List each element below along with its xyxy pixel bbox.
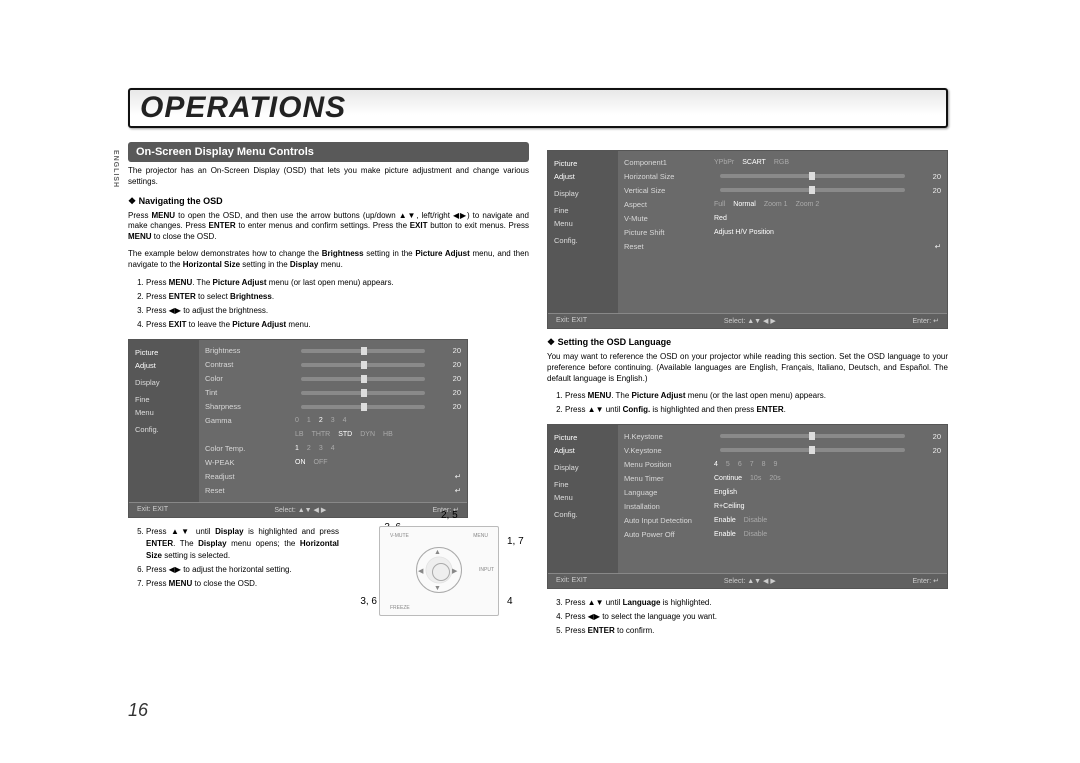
osd-screenshot-3: PictureAdjustDisplayFineMenuConfig.H.Key…	[547, 424, 948, 589]
callout-top: 2, 5	[441, 510, 458, 521]
nav-para2: The example below demonstrates how to ch…	[128, 249, 529, 271]
intro-text: The projector has an On-Screen Display (…	[128, 166, 529, 188]
osd-screenshot-2: PictureAdjustDisplayFineMenuConfig.Compo…	[547, 150, 948, 329]
section-header: On-Screen Display Menu Controls	[128, 142, 529, 162]
steps-5to7: Press ▲▼ until Display is highlighted an…	[128, 526, 339, 592]
right-column: PictureAdjustDisplayFineMenuConfig.Compo…	[547, 142, 948, 639]
controlpad-box: 3, 6 V-MUTE MENU INPUT FREEZE 2, 5 1, 7 …	[349, 526, 529, 616]
lang-steps-1to2: Press MENU. The Picture Adjust menu (or …	[547, 390, 948, 416]
lang-para: You may want to reference the OSD on you…	[547, 352, 948, 384]
language-tab: ENGLISH	[112, 150, 119, 188]
control-pad: V-MUTE MENU INPUT FREEZE	[379, 526, 499, 616]
pad-label-freeze: FREEZE	[390, 605, 410, 611]
pad-label-menu: MENU	[473, 533, 488, 539]
title-bar: OPERATIONS	[128, 88, 948, 128]
callout-bottom: 4	[507, 596, 513, 607]
lang-heading: Setting the OSD Language	[547, 337, 948, 348]
osd-screenshot-1: PictureAdjustDisplayFineMenuConfig.Brigh…	[128, 339, 468, 518]
steps-1to4: Press MENU. The Picture Adjust menu (or …	[128, 277, 529, 331]
pad-label-input: INPUT	[479, 567, 494, 573]
page-number: 16	[128, 700, 148, 721]
pad-label-vmute: V-MUTE	[390, 533, 409, 539]
callout-right: 1, 7	[507, 536, 524, 547]
lang-steps-3to5: Press ▲▼ until Language is highlighted. …	[547, 597, 948, 637]
callout-left: 3, 6	[360, 596, 377, 607]
left-column: On-Screen Display Menu Controls The proj…	[128, 142, 529, 639]
nav-heading: Navigating the OSD	[128, 196, 529, 207]
page-title: OPERATIONS	[140, 93, 936, 123]
nav-para1: Press MENU to open the OSD, and then use…	[128, 211, 529, 243]
page-content: OPERATIONS On-Screen Display Menu Contro…	[128, 88, 948, 708]
